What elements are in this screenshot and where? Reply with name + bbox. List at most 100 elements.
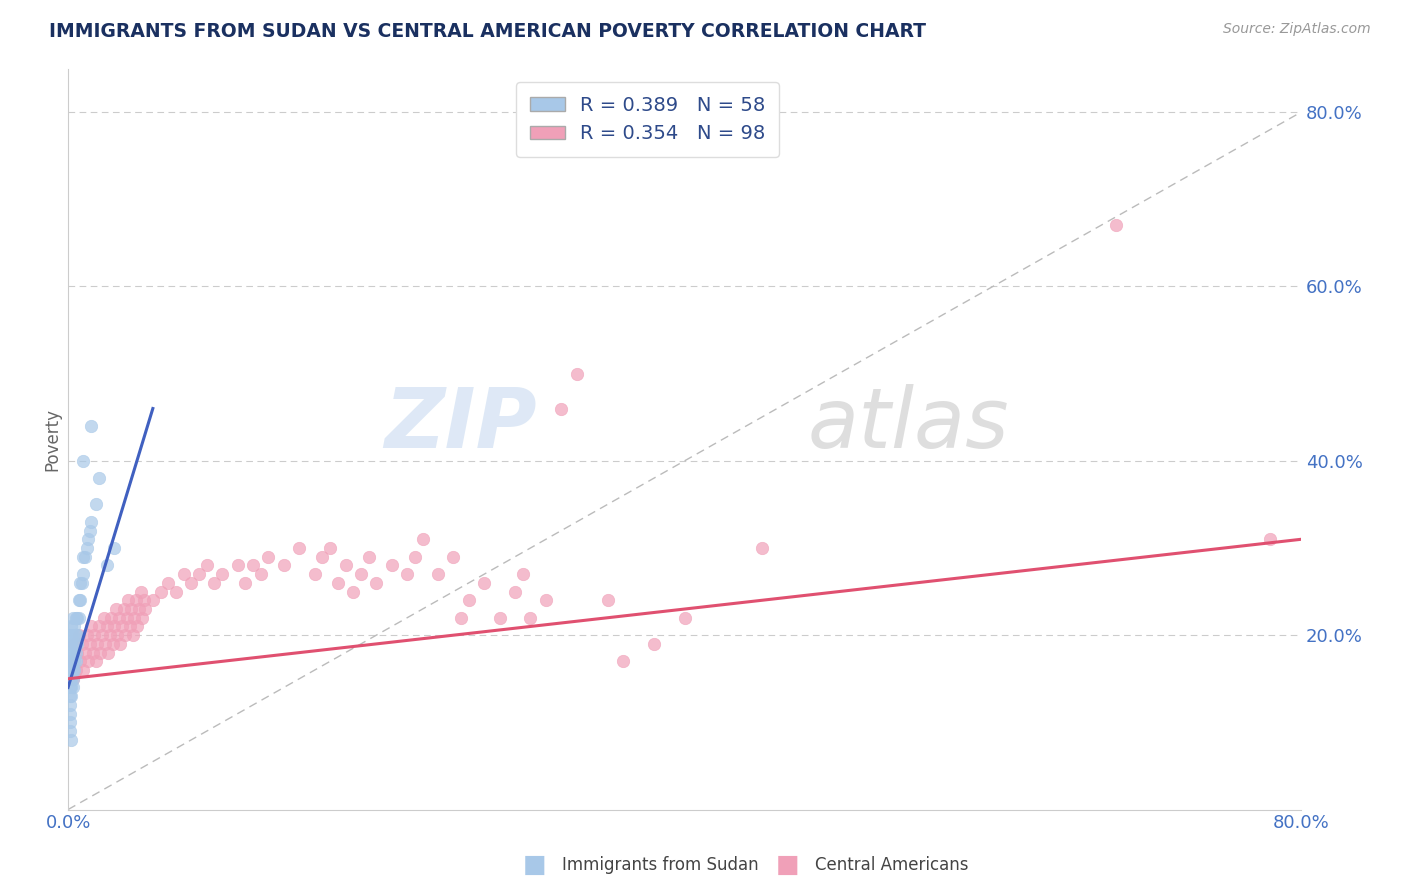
Point: [65, 646, 87, 660]
Point: [596, 593, 619, 607]
Point: [350, 567, 373, 582]
Point: [472, 575, 495, 590]
Point: [457, 593, 479, 607]
Point: [534, 593, 557, 607]
Point: [59, 681, 82, 695]
Point: [211, 567, 233, 582]
Point: [127, 619, 149, 633]
Point: [342, 584, 364, 599]
Point: [69, 654, 91, 668]
Point: [70, 637, 93, 651]
Point: [519, 611, 541, 625]
Point: [96, 558, 118, 573]
Point: [60, 654, 83, 668]
Point: [83, 628, 105, 642]
Point: [79, 637, 101, 651]
Point: [91, 628, 114, 642]
Point: [80, 619, 103, 633]
Point: [396, 567, 419, 582]
Point: [60, 646, 83, 660]
Point: [60, 732, 83, 747]
Point: [257, 549, 280, 564]
Point: [62, 681, 84, 695]
Point: [62, 646, 84, 660]
Point: [673, 611, 696, 625]
Point: [59, 724, 82, 739]
Point: [60, 654, 83, 668]
Point: [59, 637, 82, 651]
Point: [117, 593, 139, 607]
Point: [404, 549, 426, 564]
Point: [65, 663, 87, 677]
Point: [72, 549, 94, 564]
Point: [173, 567, 195, 582]
Point: [326, 575, 349, 590]
Point: [60, 663, 83, 677]
Point: [441, 549, 464, 564]
Y-axis label: Poverty: Poverty: [44, 408, 60, 470]
Point: [60, 681, 83, 695]
Point: [412, 533, 434, 547]
Point: [104, 602, 127, 616]
Point: [59, 672, 82, 686]
Point: [249, 567, 271, 582]
Point: [450, 611, 472, 625]
Point: [66, 646, 89, 660]
Point: [125, 593, 148, 607]
Point: [118, 619, 141, 633]
Point: [311, 549, 333, 564]
Point: [512, 567, 534, 582]
Text: atlas: atlas: [808, 384, 1010, 465]
Point: [1105, 219, 1128, 233]
Point: [59, 690, 82, 704]
Point: [381, 558, 404, 573]
Point: [67, 628, 90, 642]
Point: [87, 471, 110, 485]
Point: [89, 646, 111, 660]
Point: [66, 637, 89, 651]
Point: [59, 628, 82, 642]
Point: [62, 663, 84, 677]
Point: [59, 654, 82, 668]
Point: [84, 497, 107, 511]
Point: [132, 593, 155, 607]
Point: [63, 637, 86, 651]
Point: [67, 611, 90, 625]
Point: [565, 367, 588, 381]
Point: [242, 558, 264, 573]
Point: [112, 602, 135, 616]
Point: [67, 593, 90, 607]
Text: IMMIGRANTS FROM SUDAN VS CENTRAL AMERICAN POVERTY CORRELATION CHART: IMMIGRANTS FROM SUDAN VS CENTRAL AMERICA…: [49, 22, 927, 41]
Point: [319, 541, 342, 555]
Point: [142, 593, 165, 607]
Text: Immigrants from Sudan: Immigrants from Sudan: [562, 856, 759, 874]
Point: [72, 567, 94, 582]
Point: [76, 628, 98, 642]
Text: ■: ■: [523, 854, 546, 877]
Point: [69, 575, 91, 590]
Point: [59, 646, 82, 660]
Point: [98, 628, 121, 642]
Point: [73, 646, 96, 660]
Point: [195, 558, 218, 573]
Point: [488, 611, 510, 625]
Point: [87, 619, 110, 633]
Point: [73, 549, 96, 564]
Point: [62, 628, 84, 642]
Point: [63, 663, 86, 677]
Point: [66, 611, 89, 625]
Point: [114, 628, 136, 642]
Point: [72, 454, 94, 468]
Point: [288, 541, 311, 555]
Point: [273, 558, 295, 573]
Point: [86, 637, 108, 651]
Point: [59, 663, 82, 677]
Point: [65, 611, 87, 625]
Point: [121, 628, 143, 642]
Point: [62, 672, 84, 686]
Point: [63, 619, 86, 633]
Point: [77, 533, 100, 547]
Point: [111, 619, 134, 633]
Text: ■: ■: [776, 854, 799, 877]
Legend: R = 0.389   N = 58, R = 0.354   N = 98: R = 0.389 N = 58, R = 0.354 N = 98: [516, 82, 779, 157]
